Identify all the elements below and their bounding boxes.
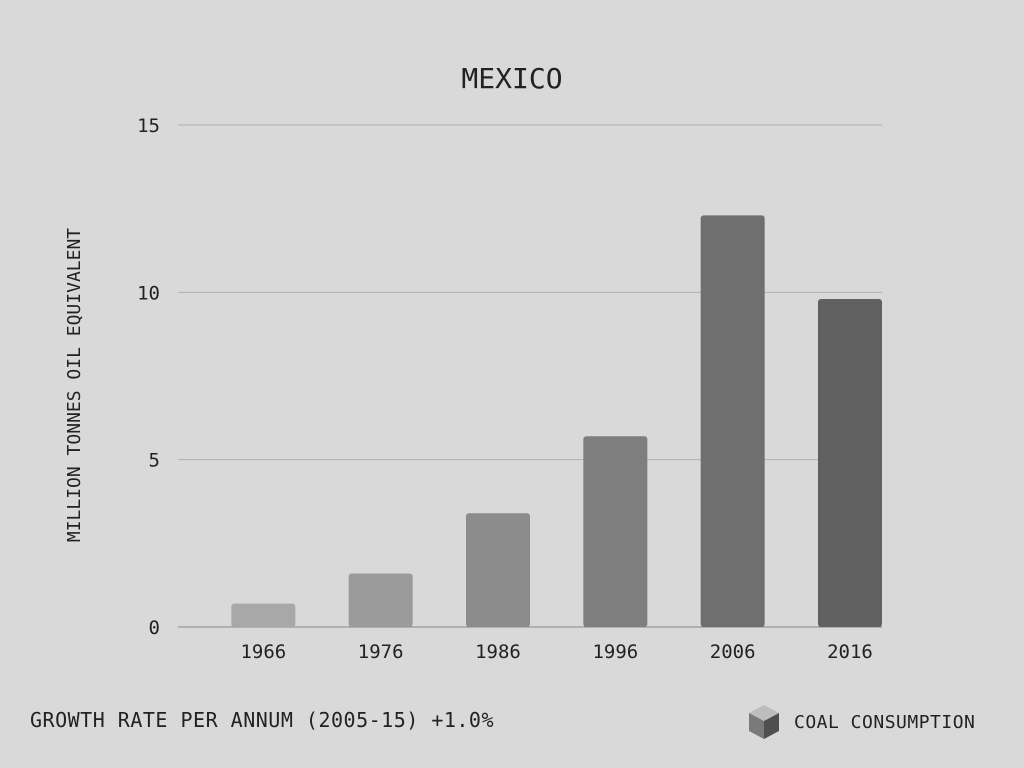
y-tick-label: 0: [149, 617, 160, 639]
y-tick-labels: 0 5 10 15: [137, 115, 160, 639]
cube-icon: [749, 705, 779, 739]
y-tick-label: 5: [149, 450, 160, 472]
y-tick-label: 10: [137, 282, 160, 304]
chart-title: MEXICO: [461, 62, 562, 95]
x-tick-label: 1986: [475, 641, 521, 663]
growth-rate-note: GROWTH RATE PER ANNUM (2005-15) +1.0%: [30, 708, 495, 732]
bar-2016: [818, 299, 882, 627]
bar-2006: [700, 215, 765, 628]
legend: COAL CONSUMPTION: [748, 704, 975, 740]
x-tick-label: 1996: [592, 641, 638, 663]
x-tick-labels: 1966 1976 1986 1996 2006 2016: [240, 641, 872, 663]
x-tick-label: 1976: [358, 641, 404, 663]
bar-1996: [583, 436, 648, 627]
bar-1976: [348, 573, 413, 627]
legend-label: COAL CONSUMPTION: [794, 711, 976, 733]
y-axis-label: MILLION TONNES OIL EQUIVALENT: [64, 228, 85, 542]
x-tick-label: 2006: [710, 641, 756, 663]
y-tick-label: 15: [137, 115, 160, 137]
bars: [231, 215, 882, 628]
x-tick-label: 2016: [827, 641, 873, 663]
x-tick-label: 1966: [240, 641, 286, 663]
bar-1966: [231, 603, 296, 627]
bar-1986: [466, 513, 530, 627]
